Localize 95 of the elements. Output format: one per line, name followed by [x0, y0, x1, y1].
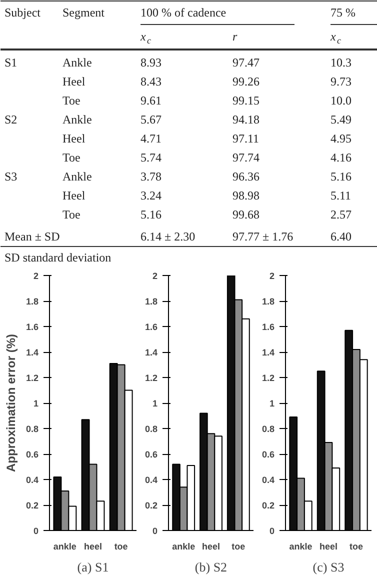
text: Mean ± SD — [4, 230, 60, 244]
y-tick-label: 0.8 — [262, 424, 275, 434]
text: 4.16 — [330, 150, 352, 164]
text: Ankle — [62, 112, 92, 126]
text: Heel — [62, 188, 86, 202]
text: 3.78 — [140, 170, 162, 184]
x-axis-title: (c) S3 — [312, 560, 344, 574]
y-tick-label: 1 — [152, 398, 158, 408]
y-tick-label: 1.6 — [26, 322, 39, 332]
text: 6.14 ± 2.30 — [140, 230, 196, 244]
text: 94.18 — [232, 112, 260, 126]
text: 8.93 — [140, 56, 162, 70]
y-tick-label: 1.8 — [262, 296, 275, 306]
text: 99.15 — [232, 94, 260, 108]
y-tick-label: 0.8 — [26, 424, 39, 434]
text: 5.49 — [330, 112, 352, 126]
x-tick-label: heel — [202, 542, 220, 552]
y-tick-label: 0.4 — [262, 475, 275, 485]
text: 100 % of cadence — [140, 6, 226, 20]
y-tick-label: 1.2 — [262, 373, 275, 383]
x-tick-label: toe — [349, 542, 363, 552]
text: 8.43 — [140, 74, 162, 88]
x-tick-label: ankle — [289, 542, 312, 552]
y-tick-label: 0.6 — [26, 450, 39, 460]
x-tick-label: toe — [114, 542, 128, 552]
text: Subject — [4, 6, 42, 20]
text: 10.0 — [330, 94, 352, 108]
y-tick-label: 0.4 — [26, 475, 39, 485]
y-tick-label: 1.2 — [26, 373, 39, 383]
text: 3.24 — [140, 188, 162, 202]
y-tick-label: 0 — [269, 526, 275, 536]
text: 6.40 — [330, 230, 352, 244]
y-tick-label: 1.8 — [26, 296, 39, 306]
y-tick-label: 1.4 — [26, 348, 39, 358]
y-tick-label: 0.6 — [144, 450, 158, 460]
text: Heel — [62, 132, 86, 146]
text: S3 — [4, 170, 18, 184]
text: 99.26 — [232, 74, 260, 88]
y-tick-label: 1 — [33, 398, 39, 408]
text: SD standard deviation — [4, 250, 112, 264]
text: 96.36 — [232, 170, 260, 184]
text: 5.67 — [140, 112, 162, 126]
x-axis-title: (a) S1 — [77, 560, 109, 574]
text: Toe — [62, 150, 80, 164]
text: Ankle — [62, 170, 92, 184]
text: 2.57 — [330, 208, 352, 222]
x-tick-label: ankle — [53, 542, 76, 552]
text: 97.11 — [232, 132, 260, 146]
x-axis-title: (b) S2 — [194, 560, 228, 574]
y-tick-label: 1.6 — [262, 322, 275, 332]
y-tick-label: 1.4 — [144, 348, 158, 358]
text: 98.98 — [232, 188, 260, 202]
y-tick-label: 2 — [33, 271, 39, 281]
y-tick-label: 0.2 — [262, 500, 275, 510]
y-axis-title: Approximation error (%) — [4, 334, 18, 472]
y-tick-label: 0.6 — [262, 450, 275, 460]
text: 99.68 — [232, 208, 260, 222]
text: 5.16 — [140, 208, 162, 222]
text: 4.95 — [330, 132, 352, 146]
y-tick-label: 0.8 — [144, 424, 158, 434]
text: Toe — [62, 208, 80, 222]
text: Toe — [62, 94, 80, 108]
text: 97.77 ± 1.76 — [232, 230, 294, 244]
text: r — [232, 30, 238, 44]
text: 10.3 — [330, 56, 352, 70]
text: 9.73 — [330, 74, 352, 88]
y-tick-label: 2 — [269, 271, 275, 281]
y-tick-label: 1.4 — [262, 348, 275, 358]
text: 9.61 — [140, 94, 162, 108]
text: 97.74 — [232, 150, 260, 164]
x-tick-label: ankle — [172, 542, 196, 552]
y-tick-label: 0.2 — [26, 500, 39, 510]
y-tick-label: 0.4 — [144, 475, 158, 485]
text: S2 — [4, 112, 18, 126]
text: 5.16 — [330, 170, 352, 184]
y-tick-label: 2 — [152, 271, 158, 281]
text: Segment — [62, 6, 106, 20]
text: 5.74 — [140, 150, 162, 164]
x-tick-label: toe — [232, 542, 246, 552]
text: Ankle — [62, 56, 92, 70]
text: 97.47 — [232, 56, 260, 70]
y-tick-label: 1 — [269, 398, 275, 408]
text: Heel — [62, 74, 86, 88]
text: 4.71 — [140, 132, 162, 146]
x-tick-label: heel — [84, 542, 102, 552]
y-tick-label: 0.2 — [144, 500, 158, 510]
y-tick-label: 1.2 — [144, 373, 158, 383]
text: 75 % — [330, 6, 356, 20]
y-tick-label: 1.8 — [144, 296, 158, 306]
text: 5.11 — [330, 188, 352, 202]
x-tick-label: heel — [319, 542, 338, 552]
y-tick-label: 1.6 — [144, 322, 158, 332]
y-tick-label: 0 — [33, 526, 39, 536]
text: S1 — [4, 56, 18, 70]
y-tick-label: 0 — [152, 526, 158, 536]
